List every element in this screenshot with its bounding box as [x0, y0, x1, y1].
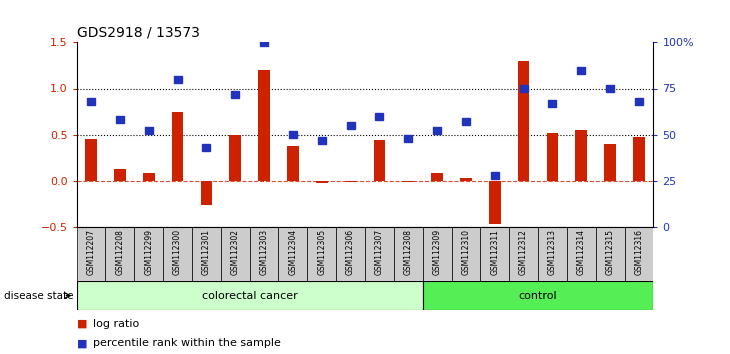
Bar — [423, 281, 653, 310]
Bar — [143, 173, 155, 181]
Bar — [287, 145, 299, 181]
Bar — [134, 227, 164, 281]
Bar — [460, 178, 472, 181]
Bar — [567, 227, 596, 281]
Bar — [174, 76, 182, 83]
Text: GSM112311: GSM112311 — [491, 229, 499, 275]
Bar — [375, 113, 383, 120]
Bar — [404, 135, 412, 142]
Bar — [635, 98, 643, 105]
Text: log ratio: log ratio — [93, 319, 139, 329]
Text: GSM112306: GSM112306 — [346, 229, 355, 275]
Bar — [402, 181, 414, 182]
Text: GSM112299: GSM112299 — [145, 229, 153, 275]
Text: GSM112309: GSM112309 — [433, 229, 442, 275]
Bar — [596, 227, 625, 281]
Bar — [318, 137, 326, 143]
Text: GSM112313: GSM112313 — [548, 229, 557, 275]
Bar — [172, 112, 183, 181]
Bar — [316, 181, 328, 183]
Bar — [518, 61, 529, 181]
Bar — [345, 181, 356, 182]
Text: GSM112308: GSM112308 — [404, 229, 412, 275]
Bar — [491, 172, 499, 178]
Bar — [192, 227, 221, 281]
Bar — [77, 227, 105, 281]
Text: GSM112314: GSM112314 — [577, 229, 585, 275]
Bar — [625, 227, 653, 281]
Text: GSM112300: GSM112300 — [173, 229, 182, 275]
Bar — [87, 98, 95, 105]
Bar — [374, 140, 385, 181]
Bar — [201, 181, 212, 205]
Text: ■: ■ — [77, 319, 87, 329]
Bar — [202, 144, 210, 151]
Bar — [105, 227, 134, 281]
Bar — [510, 227, 538, 281]
Bar — [394, 227, 423, 281]
Text: GSM112208: GSM112208 — [115, 229, 124, 275]
Bar — [462, 118, 470, 125]
Text: GSM112312: GSM112312 — [519, 229, 528, 275]
Bar — [145, 127, 153, 134]
Text: GDS2918 / 13573: GDS2918 / 13573 — [77, 26, 199, 40]
Bar — [433, 127, 441, 134]
Bar — [577, 67, 585, 74]
Bar — [231, 91, 239, 97]
Bar — [289, 131, 297, 138]
Bar — [229, 135, 241, 181]
Text: GSM112305: GSM112305 — [318, 229, 326, 275]
Text: GSM112207: GSM112207 — [87, 229, 96, 275]
Text: GSM112304: GSM112304 — [288, 229, 297, 275]
Text: percentile rank within the sample: percentile rank within the sample — [93, 338, 280, 348]
Bar — [258, 70, 270, 181]
Bar — [451, 227, 480, 281]
Text: GSM112316: GSM112316 — [634, 229, 643, 275]
Bar — [114, 170, 126, 181]
Bar — [633, 137, 645, 181]
Bar — [575, 130, 587, 181]
Text: GSM112315: GSM112315 — [606, 229, 615, 275]
Text: GSM112301: GSM112301 — [202, 229, 211, 275]
Bar — [547, 133, 558, 181]
Text: ■: ■ — [77, 338, 87, 348]
Bar — [520, 85, 528, 92]
Bar — [480, 227, 510, 281]
Bar — [250, 227, 279, 281]
Text: control: control — [519, 291, 557, 301]
Text: GSM112303: GSM112303 — [260, 229, 269, 275]
Bar — [221, 227, 250, 281]
Bar — [365, 227, 394, 281]
Text: GSM112302: GSM112302 — [231, 229, 239, 275]
Bar — [336, 227, 365, 281]
Bar — [604, 144, 616, 181]
Bar — [116, 116, 124, 123]
Bar — [279, 227, 307, 281]
Text: GSM112307: GSM112307 — [375, 229, 384, 275]
Bar — [431, 173, 443, 181]
Bar — [538, 227, 567, 281]
Bar — [85, 139, 97, 181]
Bar — [307, 227, 336, 281]
Bar — [423, 227, 451, 281]
Text: GSM112310: GSM112310 — [461, 229, 470, 275]
Text: disease state: disease state — [4, 291, 73, 301]
Text: colorectal cancer: colorectal cancer — [201, 291, 298, 301]
Bar — [77, 281, 423, 310]
Bar — [164, 227, 192, 281]
Bar — [489, 181, 501, 224]
Bar — [347, 122, 355, 129]
Bar — [548, 100, 556, 107]
Bar — [606, 85, 614, 92]
Bar — [260, 39, 268, 46]
